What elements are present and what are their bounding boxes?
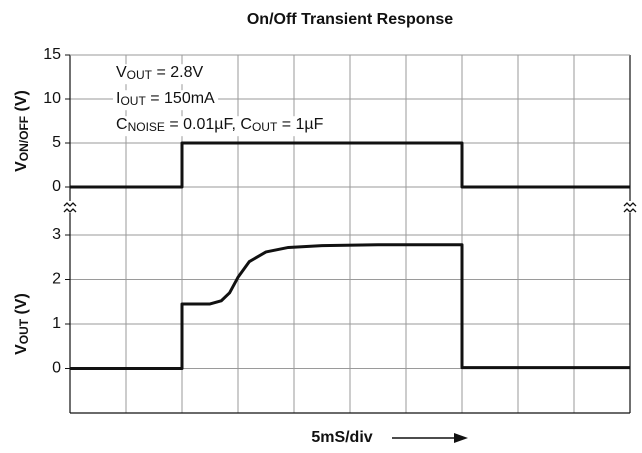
annotation-part: NOISE xyxy=(128,120,165,134)
chart-title: On/Off Transient Response xyxy=(247,11,453,28)
annotation-part: C xyxy=(116,116,128,133)
annotation-bg xyxy=(113,116,327,137)
label-part: (V) xyxy=(13,90,30,116)
annotation-part: = 150mA xyxy=(146,90,215,107)
break-mark xyxy=(63,208,77,213)
annotation-part: OUT xyxy=(127,68,153,82)
label-part: V xyxy=(13,161,30,172)
annotation-part: = 0.01µF, C xyxy=(165,116,252,133)
break-gap xyxy=(64,201,76,213)
annotation: IOUT = 150mA xyxy=(116,90,215,108)
annotation-bg xyxy=(113,90,219,111)
label-part: ON/OFF xyxy=(17,116,31,161)
break-gap xyxy=(624,201,636,213)
y-tick-label: 0 xyxy=(52,178,61,195)
y-tick-label: 0 xyxy=(52,360,61,377)
y-axis-label: VON/OFF (V) xyxy=(13,90,31,172)
annotation-part: OUT xyxy=(120,94,146,108)
y-tick-label: 3 xyxy=(52,226,61,243)
label-part: V xyxy=(13,344,30,355)
annotation-part: V xyxy=(116,64,127,81)
y-axis-label: VOUT (V) xyxy=(13,293,31,355)
annotation-part: = 1µF xyxy=(277,116,323,133)
annotation-part: OUT xyxy=(252,120,278,134)
series-line xyxy=(70,141,630,189)
annotation-part: = 2.8V xyxy=(152,64,203,81)
y-tick-label: 5 xyxy=(52,134,61,151)
break-mark xyxy=(623,208,637,213)
y-tick-label: 10 xyxy=(43,90,61,107)
x-axis-label: 5mS/div xyxy=(311,429,372,446)
y-tick-label: 15 xyxy=(43,46,61,63)
label-part: OUT xyxy=(17,318,31,344)
series-line xyxy=(70,243,630,370)
annotation: VOUT = 2.8V xyxy=(116,64,203,82)
break-mark xyxy=(623,202,637,207)
break-mark xyxy=(63,202,77,207)
annotation: CNOISE = 0.01µF, COUT = 1µF xyxy=(116,116,324,134)
y-tick-label: 2 xyxy=(52,271,61,288)
annotation-part: I xyxy=(116,90,120,107)
y-tick-label: 1 xyxy=(52,315,61,332)
label-part: (V) xyxy=(13,293,30,319)
arrow-head xyxy=(454,433,468,443)
annotation-bg xyxy=(113,64,207,85)
